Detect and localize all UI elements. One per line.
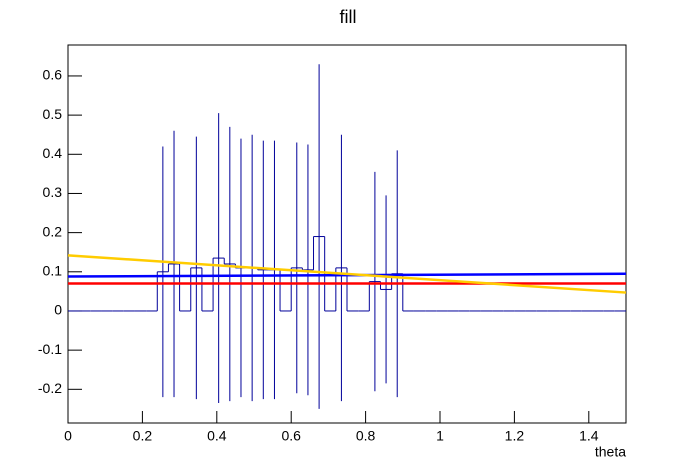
fit-line [67, 254, 627, 294]
x-tick-label: 1.4 [579, 428, 599, 444]
x-tick-label: 0.4 [207, 428, 227, 444]
x-tick-label: 0.8 [356, 428, 376, 444]
y-tick-label: -0.1 [38, 341, 62, 357]
y-tick-label: 0.6 [43, 67, 63, 83]
x-axis-label: theta [595, 444, 626, 460]
y-tick-label: 0.2 [43, 223, 63, 239]
x-tick-label: 0 [64, 428, 72, 444]
y-tick-label: 0.3 [43, 184, 63, 200]
y-tick-label: 0 [54, 302, 62, 318]
x-tick-label: 0.6 [281, 428, 301, 444]
chart-title: fill [340, 7, 357, 27]
y-tick-label: 0.1 [43, 263, 63, 279]
frame [67, 44, 627, 424]
x-tick-label: 1.2 [505, 428, 525, 444]
x-tick-label: 0.2 [133, 428, 153, 444]
y-tick-label: 0.4 [43, 145, 63, 161]
x-tick-label: 1 [436, 428, 444, 444]
y-tick-label: 0.5 [43, 106, 63, 122]
y-tick-label: -0.2 [38, 380, 62, 396]
